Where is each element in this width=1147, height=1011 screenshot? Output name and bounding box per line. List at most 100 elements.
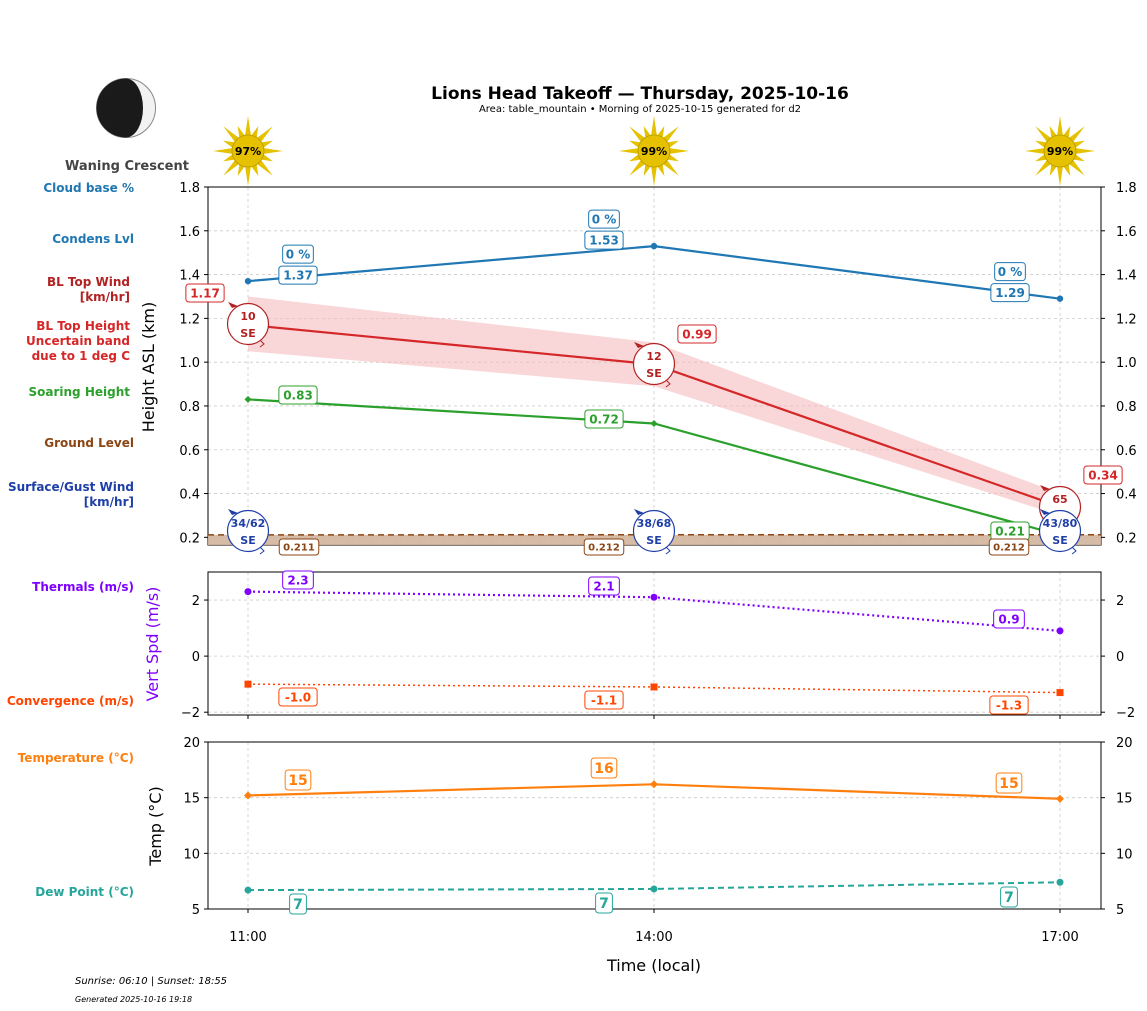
sun-disc (637, 134, 671, 168)
surface-wind-marker-speed: 38/68 (637, 517, 672, 530)
height-tick-label-left: 1.8 (179, 181, 200, 196)
sun-ray (245, 166, 251, 186)
bl-top-value-label: 0.99 (682, 327, 712, 341)
condens-value-label: 1.37 (283, 268, 313, 282)
sun-ray (213, 148, 233, 154)
sun-ray (1025, 148, 1045, 154)
sun-ray (663, 160, 679, 176)
thermals-value-label-box (588, 576, 620, 596)
label-uncertain-band-note: due to 1 deg C (32, 349, 131, 363)
condens-point (650, 242, 658, 250)
sun-ray (1035, 140, 1047, 148)
cloud-base-percent-label-box (282, 244, 314, 264)
vertical-speed-panel: −2 −2 0 0 2 2 2.3 -1.0 2.1 -1.1 0.9 -1.3 (181, 570, 1135, 721)
temp-tick-label-right: 15 (1116, 792, 1133, 807)
sun-ray (1049, 164, 1057, 176)
cloud-base-percent-label: 0 % (998, 265, 1023, 279)
bl-top-wind-marker-direction: SE (646, 367, 661, 380)
moon-phase-label: Waning Crescent (65, 159, 189, 174)
soaring-point (244, 395, 252, 403)
sun-disc (231, 134, 265, 168)
ground-value-label-box (583, 538, 625, 556)
sun-ray (223, 160, 239, 176)
vert-speed-axis-label: Vert Spd (m/s) (143, 587, 162, 702)
sun-ray (223, 154, 235, 162)
convergence-value-label: -1.0 (285, 690, 311, 704)
temp-axis-label: Temp (°C) (146, 786, 165, 866)
surface-wind-marker-circle (226, 509, 270, 553)
height-tick-label-right: 1.8 (1116, 181, 1137, 196)
vs-tick-label-left: 2 (192, 594, 200, 609)
sun-ray (629, 154, 641, 162)
temperature-value-label-box (284, 769, 312, 791)
temp-tick-label-right: 20 (1116, 736, 1133, 751)
label-uncertain-band: Uncertain band (26, 334, 130, 348)
sun-ray (1057, 166, 1063, 186)
temperature-value-label: 15 (288, 773, 307, 789)
temp-tick-label-left: 15 (183, 792, 200, 807)
bl-top-wind-marker-direction: SE (240, 327, 255, 340)
height-tick-label-left: 0.4 (179, 488, 200, 503)
surface-wind-marker: 38/68 SE (632, 509, 676, 555)
sun-percent: 97% (235, 145, 261, 158)
chart-subtitle: Area: table_mountain • Morning of 2025-1… (479, 104, 801, 115)
dewpoint-value-label-box (595, 892, 613, 914)
thermals-value-label: 0.9 (998, 612, 1019, 626)
sun-ray (245, 116, 251, 136)
wind-arrow-icon (1040, 485, 1050, 491)
convergence-point (244, 680, 252, 688)
condens-value-label-box (990, 283, 1030, 303)
dewpoint-value-label: 7 (293, 897, 303, 913)
dewpoint-point (1056, 878, 1064, 886)
bl-top-value-label-box (185, 283, 225, 303)
sun-icon: 99% (619, 116, 689, 186)
surface-wind-marker-direction: SE (646, 534, 661, 547)
dewpoint-point (650, 885, 658, 893)
generated-timestamp: Generated 2025-10-16 19:18 (75, 995, 192, 1004)
sun-icon: 99% (1025, 116, 1095, 186)
sun-ray (1063, 164, 1071, 176)
vs-frame (207, 571, 1102, 716)
vs-tick-label-right: −2 (1116, 706, 1135, 721)
wind-arrow-icon (634, 342, 644, 348)
soaring-value-label: 0.21 (995, 524, 1025, 538)
sun-ray (657, 164, 665, 176)
label-bl-top-wind: BL Top Wind (47, 275, 130, 289)
sun-percent: 99% (641, 145, 667, 158)
height-tick-label-right: 1.0 (1116, 356, 1137, 371)
height-tick-label-left: 1.6 (179, 225, 200, 240)
sun-ray (663, 126, 679, 142)
temp-tick-label-right: 5 (1116, 903, 1124, 918)
bl-top-wind-marker-circle (226, 302, 270, 346)
sun-ray (1035, 160, 1051, 176)
height-tick-label-right: 1.6 (1116, 225, 1137, 240)
sun-ray (223, 126, 239, 142)
bl-uncertainty-band (248, 296, 1060, 516)
condens-value-label: 1.29 (995, 286, 1025, 300)
surface-wind-marker-circle (632, 509, 676, 553)
sun-ray (1035, 154, 1047, 162)
temperature-value-label: 15 (999, 776, 1018, 792)
wind-arrow-icon (634, 509, 644, 515)
ground-value-label: 0.212 (588, 543, 620, 554)
condens-value-label-box (278, 265, 318, 285)
convergence-value-label-box (989, 695, 1029, 715)
sun-ray (251, 126, 259, 138)
sun-ray (1057, 116, 1063, 136)
convergence-value-label: -1.3 (996, 698, 1022, 712)
sun-ray (237, 164, 245, 176)
height-tick-label-right: 0.8 (1116, 400, 1137, 415)
sun-ray (1069, 160, 1085, 176)
moon-waning-crescent-icon (96, 78, 156, 138)
cloud-base-percent-label-box (994, 262, 1026, 282)
sun-ray (619, 148, 639, 154)
sun-ray (261, 140, 273, 148)
bl-top-wind-marker-circle (632, 342, 676, 386)
temperature-point (244, 791, 252, 800)
bl-top-value-label-box (677, 324, 717, 344)
label-bl-top-wind-unit: [km/hr] (80, 290, 130, 304)
sun-ray (257, 126, 273, 142)
x-axis-label: Time (local) (606, 956, 701, 975)
label-condens-lvl: Condens Lvl (52, 232, 134, 246)
soaring-value-label-box (278, 385, 318, 405)
